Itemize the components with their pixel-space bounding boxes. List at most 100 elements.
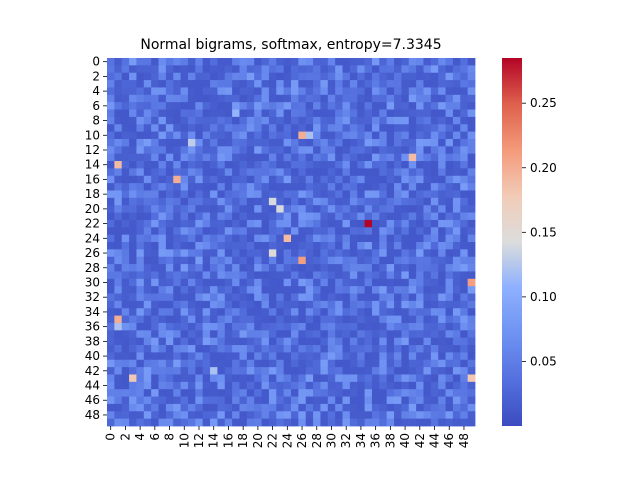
heatmap-cell [187,337,196,346]
heatmap-cell [291,389,299,397]
heatmap-cell [232,219,240,228]
heatmap-cell [254,367,262,375]
heatmap-cell [158,219,167,228]
heatmap-cell [224,58,233,66]
heatmap-cell [254,161,262,169]
heatmap-cell [158,183,167,191]
heatmap-cell [438,330,446,339]
heatmap-cell [335,109,343,118]
heatmap-cell [327,146,336,155]
heatmap-cell [232,116,240,125]
heatmap-cell [305,403,314,412]
heatmap-cell [452,153,461,162]
heatmap-cell [320,131,329,140]
heatmap-cell [121,109,130,118]
heatmap-cell [445,153,454,162]
heatmap-cell [107,352,115,361]
heatmap-cell [165,205,174,213]
heatmap-cell [460,256,469,265]
heatmap-cell [452,190,461,199]
heatmap-cell [401,146,410,155]
heatmap-cell [335,212,343,221]
heatmap-cell [305,183,314,191]
heatmap-cell [195,116,204,125]
heatmap-cell [151,249,159,258]
heatmap-cell [276,293,285,302]
heatmap-cell [298,116,307,125]
heatmap-cell [342,242,351,250]
heatmap-cell [180,190,189,199]
heatmap-cell [320,352,329,361]
heatmap-cell [107,87,115,96]
heatmap-cell [268,72,277,81]
heatmap-cell [232,197,240,206]
heatmap-cell [401,94,410,103]
heatmap-cell [357,138,365,147]
heatmap-cell [379,153,388,162]
heatmap-cell [114,72,123,81]
heatmap-cell [386,345,395,353]
heatmap-cell [357,65,365,74]
heatmap-cell [107,72,115,81]
heatmap-cell [327,337,336,346]
heatmap-cell [408,190,417,199]
heatmap-cell [291,271,299,280]
heatmap-cell [291,227,299,236]
heatmap-cell [401,308,410,316]
heatmap-cell [320,87,329,96]
heatmap-cell [401,65,410,74]
heatmap-cell [136,227,145,236]
heatmap-cell [364,396,373,405]
heatmap-cell [349,367,358,375]
heatmap-cell [460,190,469,199]
heatmap-cell [187,352,196,361]
heatmap-cell [438,161,446,169]
heatmap-cell [298,153,307,162]
heatmap-cell [394,249,402,258]
heatmap-cell [313,396,321,405]
heatmap-cell [202,330,211,339]
heatmap-cell [349,94,358,103]
heatmap-cell [136,205,145,213]
heatmap-cell [357,411,365,420]
heatmap-cell [224,367,233,375]
heatmap-cell [320,367,329,375]
heatmap-cell [408,87,417,96]
heatmap-cell [416,131,424,140]
heatmap-cell [313,131,321,140]
x-tick-label: 38 [383,433,397,448]
y-tick-label: 16 [85,172,100,186]
heatmap-cell [268,345,277,353]
heatmap-cell [386,80,395,88]
heatmap-cell [394,161,402,169]
heatmap-cell [224,396,233,405]
heatmap-cell [143,337,152,346]
heatmap-cell [187,58,196,66]
heatmap-cell [187,381,196,390]
heatmap-cell [357,264,365,272]
heatmap-cell [143,418,152,427]
heatmap-cell [371,389,380,397]
heatmap-cell [408,330,417,339]
heatmap-cell [165,175,174,184]
heatmap-cell [460,359,469,368]
heatmap-cell [298,138,307,147]
heatmap-cell [261,168,270,177]
heatmap-cell [342,352,351,361]
heatmap-cell [246,124,255,132]
heatmap-cell [268,183,277,191]
heatmap-cell [283,352,292,361]
heatmap-cell [452,183,461,191]
heatmap-cell [232,58,240,66]
heatmap-cell [107,249,115,258]
heatmap-cell [386,278,395,287]
heatmap-cell [165,264,174,272]
heatmap-cell [438,72,446,81]
heatmap-cell [239,227,248,236]
heatmap-cell [298,293,307,302]
heatmap-cell [276,345,285,353]
heatmap-cell [173,256,181,265]
heatmap-cell [180,300,189,309]
heatmap-cell [379,403,388,412]
heatmap-cell [416,300,424,309]
